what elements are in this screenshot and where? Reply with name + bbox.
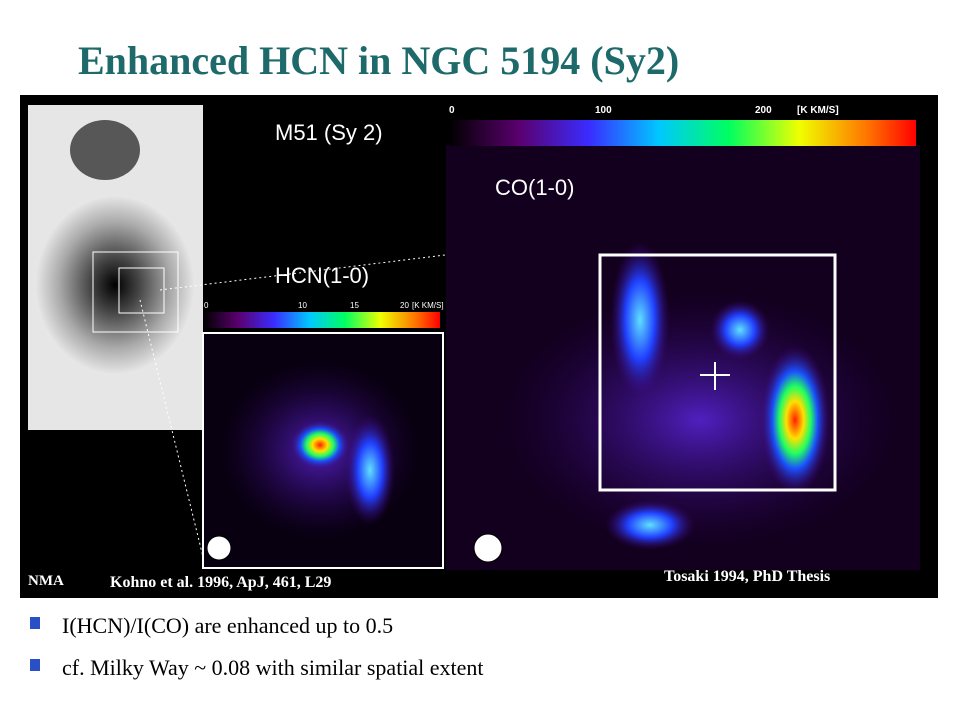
credit: Tosaki 1994, PhD Thesis [664, 568, 830, 585]
galaxy-disk [35, 195, 195, 375]
title: Enhanced HCN in NGC 5194 (Sy2) [78, 38, 679, 83]
colorbar-tick: 100 [595, 105, 612, 116]
connector [139, 299, 206, 566]
hcn-field-box [598, 253, 837, 492]
zoom-box [92, 251, 179, 333]
co-beam [473, 533, 503, 563]
hcn-emission [345, 415, 395, 525]
bullet-icon [30, 617, 40, 629]
co-emission [605, 500, 695, 550]
colorbar-tick: 15 [350, 301, 359, 310]
co-emission [610, 240, 670, 400]
colorbar-tick: 20 [400, 301, 409, 310]
colorbar-unit: [K KM/S] [412, 301, 444, 310]
colorbar-tick: 0 [449, 105, 455, 116]
nucleus-cross [700, 362, 730, 390]
credit: Kohno et al. 1996, ApJ, 461, L29 [110, 574, 331, 591]
colorbar-tick: 0 [204, 301, 209, 310]
companion-galaxy [70, 120, 140, 180]
colorbar-tick: 200 [755, 105, 772, 116]
co-emission [500, 290, 900, 550]
zoom-box [118, 267, 165, 314]
co-colorbar [449, 120, 916, 146]
bullet-text: I(HCN)/I(CO) are enhanced up to 0.5 [62, 613, 393, 638]
colorbar-unit: [K KM/S] [797, 105, 839, 116]
hcn-label: HCN(1-0) [275, 263, 369, 288]
hcn-peak [290, 420, 350, 470]
hcn-beam [206, 535, 232, 561]
bullet-text: cf. Milky Way ~ 0.08 with similar spatia… [62, 655, 484, 680]
colorbar-tick: 10 [298, 301, 307, 310]
galaxy-label: M51 (Sy 2) [275, 120, 383, 145]
co-peak [760, 345, 830, 495]
bullet-icon [30, 659, 40, 671]
hcn-colorbar [203, 312, 440, 328]
co-emission [710, 300, 770, 360]
co-label: CO(1-0) [495, 175, 574, 200]
credit: NMA [28, 573, 64, 589]
